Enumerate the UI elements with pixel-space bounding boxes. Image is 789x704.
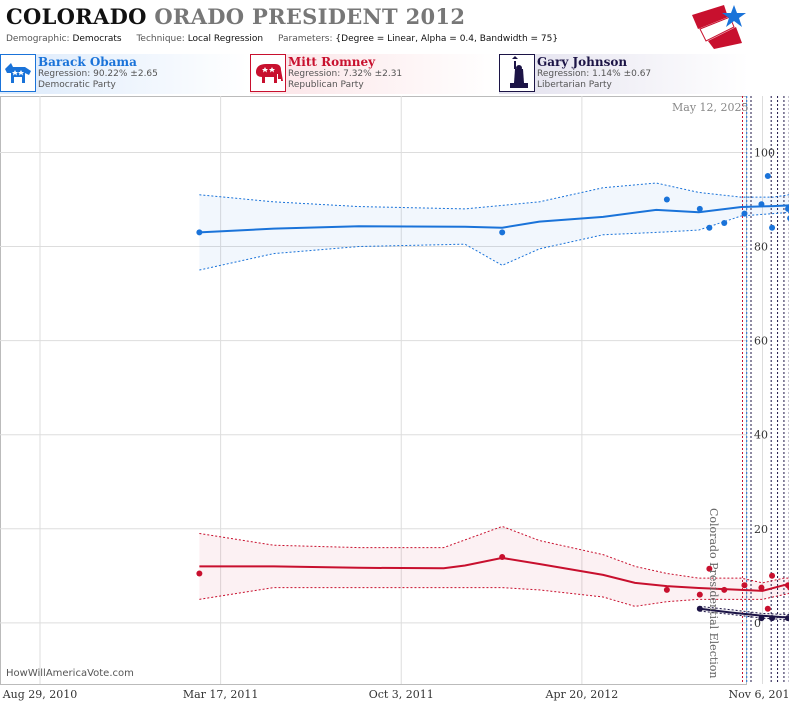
- candidate-regression: Regression: 1.14% ±0.67: [537, 69, 652, 79]
- x-tick-label: Oct 3, 2011: [369, 688, 434, 701]
- poll-point: [764, 605, 771, 612]
- x-axis-ticks: Aug 29, 2010 Mar 17, 2011 Oct 3, 2011 Apr 2…: [2, 688, 789, 701]
- y-axis-ticks: 0 20 40 60 80 100: [754, 146, 775, 629]
- poll-point: [769, 224, 776, 231]
- poll-point: [721, 220, 728, 227]
- upper-bound-line: [699, 605, 789, 615]
- trend-line: [199, 556, 789, 592]
- poll-point: [721, 586, 728, 593]
- candidate-legend-bar: Barack Obama Regression: 90.22% ±2.65 De…: [0, 54, 789, 94]
- poll-point: [758, 615, 765, 622]
- chart-grid: [0, 96, 763, 685]
- candidate-regression: Regression: 7.32% ±2.31: [288, 69, 403, 79]
- upper-bound-line: [199, 182, 789, 210]
- poll-chart: 0 20 40 60 80 100 Aug 29, 2010 Mar 17, 2011 Oct…: [0, 96, 789, 701]
- y-tick-label: 100: [754, 146, 775, 159]
- trend-line: [199, 204, 789, 234]
- confidence-bands: [199, 182, 789, 621]
- candidate-party: Democratic Party: [38, 80, 116, 90]
- poll-points: [196, 172, 789, 622]
- poll-point: [785, 615, 789, 622]
- statue-of-liberty-icon: [499, 54, 535, 92]
- poll-point: [499, 229, 506, 236]
- poll-point: [758, 201, 765, 208]
- confidence-band: [199, 526, 789, 607]
- x-tick-label: Nov 6, 2012: [729, 688, 789, 701]
- x-tick-label: Aug 29, 2010: [2, 688, 78, 701]
- poll-point: [741, 582, 748, 589]
- candidate-regression: Regression: 90.22% ±2.65: [38, 69, 158, 79]
- candidate-romney: Mitt Romney Regression: 7.32% ±2.31 Repu…: [250, 54, 498, 94]
- demographic-value: Democrats: [72, 34, 122, 44]
- candidate-party: Libertarian Party: [537, 80, 612, 90]
- poll-point: [696, 605, 703, 612]
- demographic-label: Demographic:: [6, 34, 70, 44]
- poll-point: [696, 205, 703, 212]
- parameters-value: {Degree = Linear, Alpha = 0.4, Bandwidth…: [335, 34, 559, 44]
- star-flag-logo-icon: [692, 5, 746, 49]
- y-tick-label: 0: [754, 617, 761, 630]
- poll-point: [764, 172, 771, 179]
- parameters-line: Demographic: Democrats Technique: Local …: [6, 34, 570, 44]
- poll-point: [741, 210, 748, 217]
- poll-point: [663, 586, 670, 593]
- plot-frame: [0, 96, 747, 685]
- y-tick-label: 60: [754, 335, 768, 348]
- chart-header: COLORADO ORADO PRESIDENT 2012 Demographi…: [0, 0, 789, 50]
- upper-bound-line: [199, 525, 789, 584]
- title-state: COLORADO: [6, 4, 147, 29]
- x-tick-label: Apr 20, 2012: [545, 688, 619, 701]
- lower-bound-line: [199, 211, 789, 271]
- poll-point: [696, 591, 703, 598]
- poll-point: [706, 565, 713, 572]
- chart-title: COLORADO ORADO PRESIDENT 2012: [6, 4, 465, 29]
- elephant-icon: [250, 54, 286, 92]
- poll-point: [769, 572, 776, 579]
- y-tick-label: 20: [754, 523, 768, 536]
- candidate-name: Mitt Romney: [288, 55, 376, 69]
- title-rest: ORADO PRESIDENT 2012: [154, 4, 466, 29]
- candidate-name: Barack Obama: [38, 55, 137, 69]
- date-stamp: May 12, 2025: [672, 101, 749, 114]
- y-tick-label: 40: [754, 429, 768, 442]
- parameters-label: Parameters:: [277, 34, 333, 44]
- poll-point: [706, 224, 713, 231]
- technique-value: Local Regression: [187, 34, 264, 44]
- poll-point: [785, 205, 789, 212]
- poll-point: [663, 196, 670, 203]
- election-event-label: Colorado Presidential Election: [707, 508, 720, 679]
- candidate-obama: Barack Obama Regression: 90.22% ±2.65 De…: [0, 54, 248, 94]
- candidate-party: Republican Party: [288, 80, 364, 90]
- poll-point: [769, 615, 776, 622]
- poll-point: [196, 229, 203, 236]
- lower-bound-line: [199, 587, 789, 607]
- poll-point: [758, 584, 765, 591]
- x-tick-label: Mar 17, 2011: [183, 688, 259, 701]
- candidate-johnson: Gary Johnson Regression: 1.14% ±0.67 Lib…: [499, 54, 749, 94]
- watermark: HowWillAmericaVote.com: [6, 668, 134, 679]
- donkey-icon: [0, 54, 36, 92]
- y-tick-label: 80: [754, 241, 768, 254]
- poll-point: [196, 570, 203, 577]
- technique-label: Technique:: [136, 34, 185, 44]
- poll-point: [499, 553, 506, 560]
- candidate-name: Gary Johnson: [537, 55, 628, 69]
